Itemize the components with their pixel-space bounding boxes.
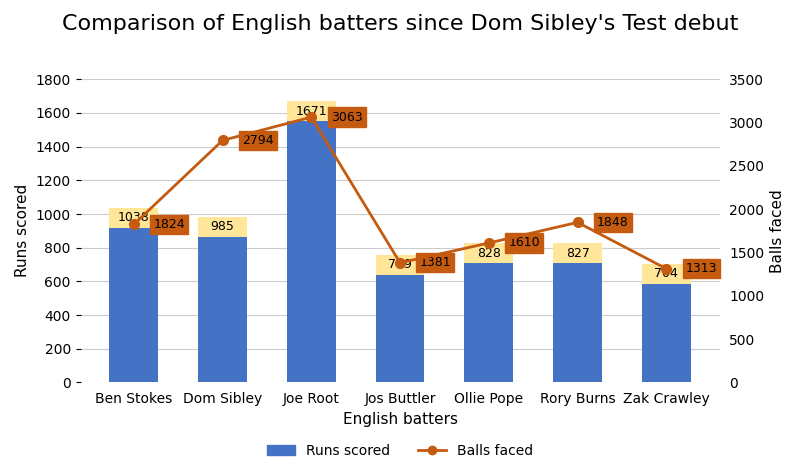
Text: 704: 704 [654, 267, 678, 280]
Bar [110, 228, 158, 382]
Text: 1848: 1848 [597, 216, 629, 229]
X-axis label: English batters: English batters [342, 412, 458, 427]
Text: Comparison of English batters since Dom Sibley's Test debut: Comparison of English batters since Dom … [62, 14, 738, 34]
Text: 985: 985 [210, 220, 234, 233]
Text: 827: 827 [566, 247, 590, 260]
Bar [642, 284, 690, 382]
Text: 2794: 2794 [242, 134, 274, 147]
Text: 1038: 1038 [118, 211, 150, 224]
Text: 3063: 3063 [331, 111, 362, 124]
Text: 828: 828 [477, 247, 501, 260]
Bar [642, 264, 690, 284]
Text: 759: 759 [388, 258, 412, 271]
Bar [465, 263, 514, 382]
Text: 1313: 1313 [686, 262, 718, 275]
Text: 1610: 1610 [508, 237, 540, 249]
Bar [553, 243, 602, 263]
Bar [553, 263, 602, 382]
Bar [287, 121, 336, 382]
Text: 1381: 1381 [419, 256, 451, 269]
Text: 1824: 1824 [154, 218, 185, 231]
Bar [376, 275, 425, 382]
Bar [287, 101, 336, 121]
Bar [465, 243, 514, 263]
Bar [110, 208, 158, 228]
Bar [198, 237, 247, 382]
Text: 1671: 1671 [295, 104, 327, 118]
Y-axis label: Balls faced: Balls faced [770, 189, 785, 273]
Y-axis label: Runs scored: Runs scored [15, 184, 30, 277]
Legend: Runs scored, Balls faced: Runs scored, Balls faced [262, 438, 538, 463]
Bar [198, 217, 247, 237]
Bar [376, 255, 425, 275]
